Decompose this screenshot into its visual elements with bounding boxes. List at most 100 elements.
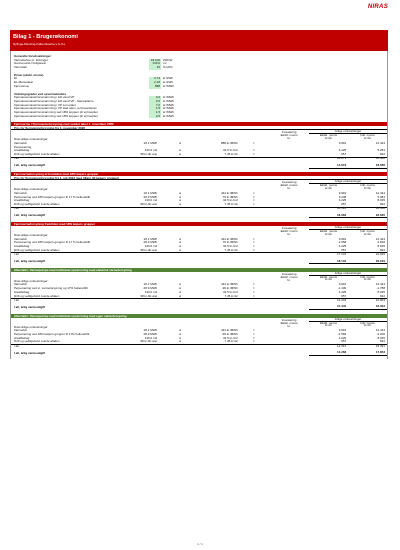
efficiency-value[interactable]: 7.0	[149, 103, 161, 108]
prices-value[interactable]: 2.18	[149, 81, 161, 85]
cost-line: Arealbidrag 130.0 m2 à 32.5 kr./m2 = 4.225 5.2…	[11, 149, 387, 153]
incl-vat-line: kr./år	[364, 135, 371, 140]
line-at: à	[179, 153, 181, 157]
line-at: à	[179, 287, 181, 291]
general-value[interactable]: 130.0	[149, 62, 161, 67]
efficiency-value[interactable]: 1.5	[149, 110, 161, 115]
line-name: Arealbidrag	[14, 149, 30, 153]
incl-vat-header: Inkl. moms kr./år	[348, 275, 387, 281]
cost-line: Perpetuering ved 18% køpers grupper til …	[11, 333, 387, 337]
total-label: I alt, årlig varmeudgift	[14, 305, 46, 309]
sheet-header: Bilag 1 - Brugerøkonomi Nyfinge-Messing-…	[10, 30, 388, 51]
cost-line: Perpetuering ved st. varmeforsyning og 1…	[11, 287, 387, 291]
incl-vat-line: kr./år	[364, 323, 371, 328]
total-row: I alt, årlig varmeudgift 18.134 22.619	[11, 260, 387, 265]
total-excl-vat: 15.442	[309, 305, 349, 311]
costs-heading-row: Drøs årlige omkostninger:	[11, 188, 387, 192]
line-quantity: 28.9 MWh	[143, 287, 158, 291]
cost-line: Arealbidrag 130.0 m2 à 32.5 kr./m2 = 4.225 8.0…	[11, 337, 387, 341]
line-incl-vat: 8.025	[377, 336, 385, 340]
line-equals: =	[252, 199, 255, 203]
annual-cost-subheads: Ekskl. moms kr./år Inkl. moms kr./år	[309, 184, 387, 189]
cost-line: Varmebdi 18.1 MWh à 444 kr./MWh = 9.991 12.444	[11, 192, 387, 196]
excl-vat-line: kr./år	[325, 185, 332, 190]
line-name: Perpetuering	[14, 145, 32, 149]
line-price: 888 kr./MWh	[220, 142, 238, 145]
costs-heading-row: Drøs årlige omkostninger:	[11, 138, 387, 142]
subtotal-row: I alt 18.126 22.952	[11, 206, 387, 211]
excl-vat-line: Ekskl. moms	[319, 133, 337, 138]
line-at: à	[179, 290, 181, 294]
subtotal-incl-vat: 16.803	[375, 298, 385, 302]
incl-vat-header: Inkl. moms kr./år	[348, 230, 387, 235]
line-equals: =	[252, 329, 255, 333]
line-at: à	[179, 329, 181, 333]
line-name: Drift og vedligehold, kunde aftalen	[14, 202, 60, 206]
efficiency-row: Kjetmauvemassi/mmsvarmning ved 18% koppe…	[11, 110, 387, 115]
total-label: I alt, årlig varmeudgift	[14, 351, 46, 355]
line-price: -99 kr./MWh	[221, 332, 238, 336]
line-equals: =	[252, 336, 255, 340]
line-price: 32.5 kr./m2	[222, 245, 238, 248]
excl-vat-header: Ekskl. moms kr./år	[309, 275, 348, 281]
general-value[interactable]: 18.100	[149, 58, 161, 63]
costs-heading-row: Drøs årlige omkostninger:	[11, 280, 387, 284]
annual-cost-title: Årlige omkostninger	[309, 130, 387, 135]
general-label: Varmebehov pr. forbruger	[14, 58, 48, 62]
line-name: Arealbidrag	[14, 199, 30, 203]
prices-unit: kr./MWh	[163, 84, 174, 88]
cost-line: Varmebdi 18.1 MWh à 888 kr./MWh = 9.991 12.444	[11, 142, 387, 146]
subtotal-label: I alt	[14, 344, 19, 348]
excl-vat-header: Ekskl. moms kr./år	[309, 230, 348, 235]
cost-line: Arealbidrag 130.0 m2 à 32.5 kr./m2 = 4.225 8.0…	[11, 199, 387, 203]
incl-vat-line: Inkl. moms	[360, 183, 375, 188]
column-headers: Investering Ekskl. moms kr. Årlige omkostni…	[11, 130, 387, 141]
subtotal-excl-vat: 13.443	[337, 298, 347, 302]
excl-vat-header: Ekskl. moms kr./år	[309, 134, 348, 139]
costs-heading: Drøs årlige omkostninger:	[14, 279, 49, 283]
efficiency-value[interactable]: 3.0	[149, 99, 161, 104]
efficiency-value[interactable]: 3.0	[149, 96, 161, 100]
total-incl-vat: 18.303	[348, 305, 387, 311]
efficiency-label: Kjetmauvemassi/mmsvarmning i VP som plas…	[14, 103, 76, 107]
general-value[interactable]: 15	[149, 66, 161, 70]
prices-value[interactable]: 888	[149, 84, 161, 89]
total-excl-vat: 14.283	[309, 351, 349, 356]
efficiency-row: Kjetmauvemassi/mmsvarmning i VP som plas…	[11, 103, 387, 108]
efficiency-value[interactable]: 4.5	[149, 114, 161, 119]
total-label: I alt, årlig varmeudgift	[14, 214, 46, 218]
line-quantity: 28.9 MWh	[143, 241, 158, 245]
general-unit: % kWh	[163, 66, 173, 70]
efficiency-value[interactable]: 1.5	[149, 107, 161, 111]
general-unit: kWh/år	[163, 58, 173, 62]
line-price: 32.5 kr./m2	[222, 149, 238, 153]
annual-cost-title: Årlige omkostninger	[309, 317, 387, 322]
line-equals: =	[252, 287, 255, 291]
subtotal-excl-vat: 12.313	[337, 344, 347, 348]
prices-value[interactable]: 2.74	[149, 77, 161, 82]
general-label: Varmetab	[14, 66, 27, 70]
line-at: à	[179, 332, 181, 336]
section-title-bar: Alternativ: Varmepumpe med individuel op…	[11, 267, 387, 272]
prices-label: El	[14, 77, 17, 81]
subtotal-row: I alt 17.131 21.915	[11, 252, 387, 256]
line-excl-vat: 4.225	[338, 290, 347, 294]
line-at: à	[179, 149, 181, 153]
line-at: à	[179, 195, 181, 199]
incl-vat-line: Inkl. moms	[360, 320, 375, 325]
line-equals: =	[252, 191, 255, 195]
annual-cost-header: Årlige omkostninger Ekskl. moms kr./år Inkl…	[309, 317, 387, 328]
line-name: Varmebdi	[14, 191, 27, 195]
subtotal-row: I alt 13.443 16.803	[11, 298, 387, 302]
cost-line: Drift og vedligehold, kunde aftalen 98 kr…	[11, 340, 387, 344]
worksheet: Bilag 1 - Brugerøkonomi Nyfinge-Messing-…	[10, 30, 388, 360]
line-incl-vat: 12.444	[375, 283, 385, 287]
line-quantity: 98 kr./år-ano	[140, 202, 158, 206]
line-at: à	[179, 294, 181, 298]
incl-vat-header: Inkl. moms kr./år	[348, 134, 387, 139]
section-subtitle: Pris for fjernvarmeforsyning fra 1. juli…	[11, 176, 387, 181]
line-name: Drift og vedligehold, kunde aftalen	[14, 248, 60, 252]
excl-vat-line: kr./år	[325, 323, 332, 328]
investment-header-line: kr.	[287, 136, 291, 141]
cost-line: Drift og vedligehold, kunde aftalen 98 kr…	[11, 153, 387, 157]
